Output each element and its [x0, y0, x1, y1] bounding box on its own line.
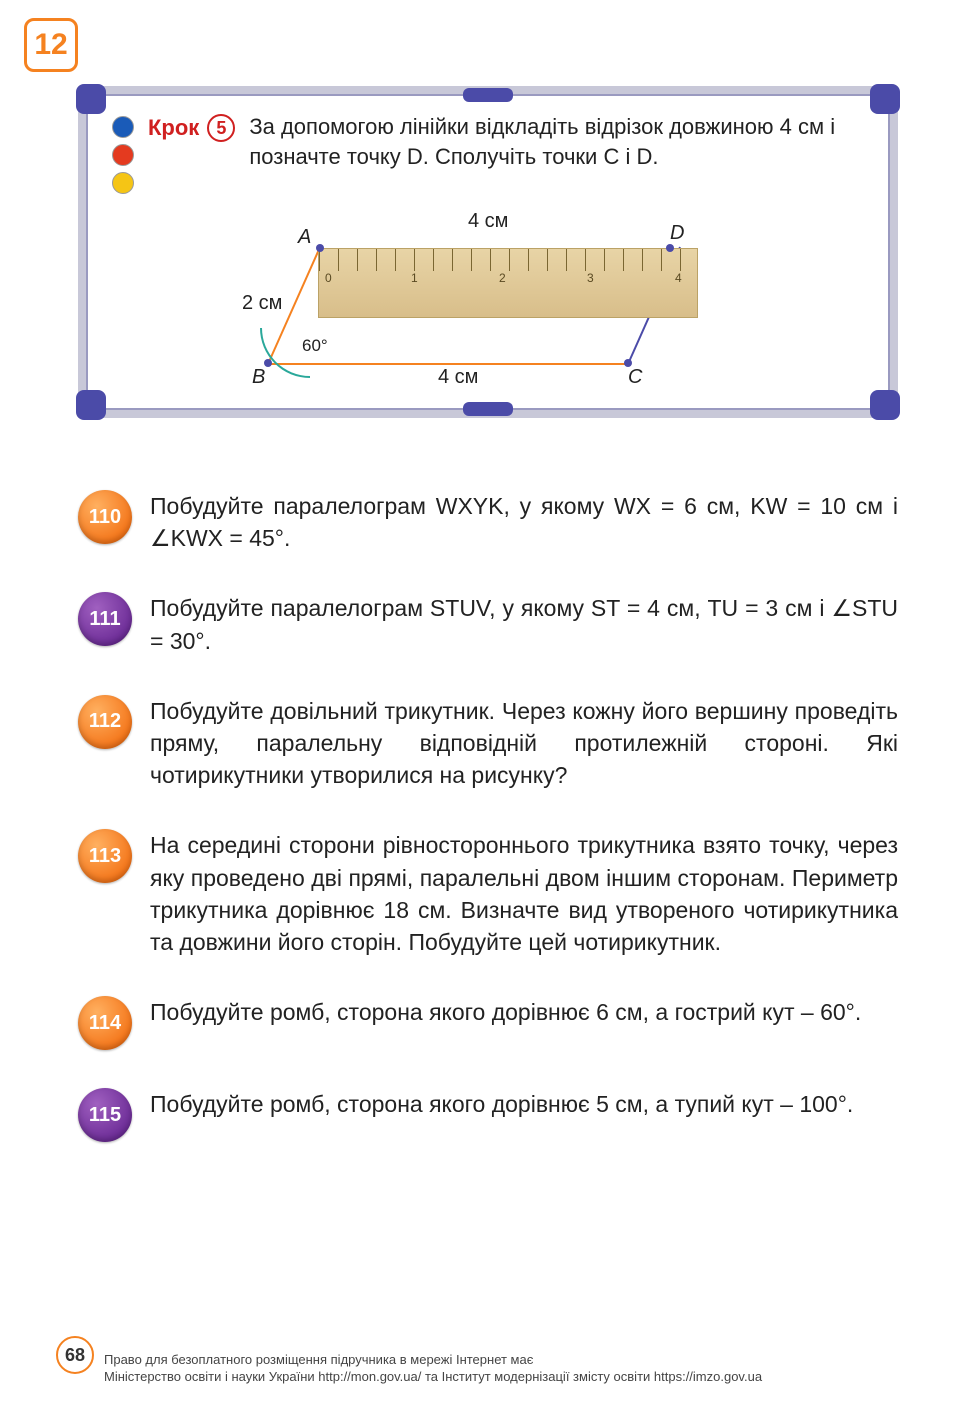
exercise-item: 111 Побудуйте паралелограм STUV, у якому…	[78, 592, 898, 656]
segment-bc	[268, 363, 628, 365]
board-corner	[870, 84, 900, 114]
step-word: Крок	[148, 115, 199, 141]
bottom-measure: 4 см	[438, 366, 478, 389]
point-c	[624, 359, 632, 367]
footer-line: Міністерство освіти і науки України http…	[104, 1369, 934, 1386]
footer-line: Право для безоплатного розміщення підруч…	[104, 1352, 934, 1369]
point-a	[316, 244, 324, 252]
ruler: 0 1 2 3 4	[318, 248, 698, 318]
step-text: За допомогою лінійки відкладіть відрізок…	[249, 112, 864, 171]
page-number: 68	[56, 1336, 94, 1374]
board-clip	[463, 402, 513, 416]
ruler-number: 0	[325, 271, 332, 285]
traffic-dots	[112, 116, 134, 194]
exercise-number: 112	[78, 695, 132, 749]
dot-blue	[112, 116, 134, 138]
exercise-number: 110	[78, 490, 132, 544]
board-corner	[870, 390, 900, 420]
exercise-text: Побудуйте довільний трикутник. Через кож…	[150, 695, 898, 792]
exercise-item: 113 На середині сторони рівностороннього…	[78, 829, 898, 958]
point-label-a: A	[298, 226, 311, 249]
exercise-item: 112 Побудуйте довільний трикутник. Через…	[78, 695, 898, 792]
exercise-text: Побудуйте паралелограм STUV, у якому ST …	[150, 592, 898, 656]
parallelogram-diagram: A D B C 4 см 2 см 4 см 60° 0 1 2 3 4	[228, 208, 748, 388]
point-b	[264, 359, 272, 367]
ruler-number: 2	[499, 271, 506, 285]
exercise-text: Побудуйте паралелограм WXYK, у якому WX …	[150, 490, 898, 554]
exercise-text: Побудуйте ромб, сторона якого дорівнює 6…	[150, 996, 898, 1028]
exercise-list: 110 Побудуйте паралелограм WXYK, у якому…	[78, 490, 898, 1180]
chapter-badge: 12	[24, 18, 78, 72]
point-label-c: C	[628, 366, 642, 389]
step-number: 5	[207, 114, 235, 142]
point-label-d: D	[670, 222, 684, 245]
exercise-number: 115	[78, 1088, 132, 1142]
exercise-number: 113	[78, 829, 132, 883]
step-row: Крок 5 За допомогою лінійки відкладіть в…	[112, 112, 864, 194]
left-measure: 2 см	[242, 292, 282, 315]
top-measure: 4 см	[468, 210, 508, 233]
exercise-item: 110 Побудуйте паралелограм WXYK, у якому…	[78, 490, 898, 554]
dot-red	[112, 144, 134, 166]
dot-yellow	[112, 172, 134, 194]
footer-text: Право для безоплатного розміщення підруч…	[104, 1352, 934, 1386]
board-corner	[76, 84, 106, 114]
exercise-number: 114	[78, 996, 132, 1050]
board-corner	[76, 390, 106, 420]
board-clip	[463, 88, 513, 102]
exercise-number: 111	[78, 592, 132, 646]
ruler-number: 1	[411, 271, 418, 285]
point-label-b: B	[252, 366, 265, 389]
exercise-item: 115 Побудуйте ромб, сторона якого дорівн…	[78, 1088, 898, 1142]
exercise-text: Побудуйте ромб, сторона якого дорівнює 5…	[150, 1088, 898, 1120]
point-d	[666, 244, 674, 252]
instruction-board: Крок 5 За допомогою лінійки відкладіть в…	[78, 86, 898, 418]
ruler-ticks	[319, 249, 697, 271]
ruler-number: 3	[587, 271, 594, 285]
exercise-item: 114 Побудуйте ромб, сторона якого дорівн…	[78, 996, 898, 1050]
step-label: Крок 5	[148, 114, 235, 142]
angle-arc	[260, 328, 310, 378]
exercise-text: На середині сторони рівностороннього три…	[150, 829, 898, 958]
ruler-number: 4	[675, 271, 682, 285]
